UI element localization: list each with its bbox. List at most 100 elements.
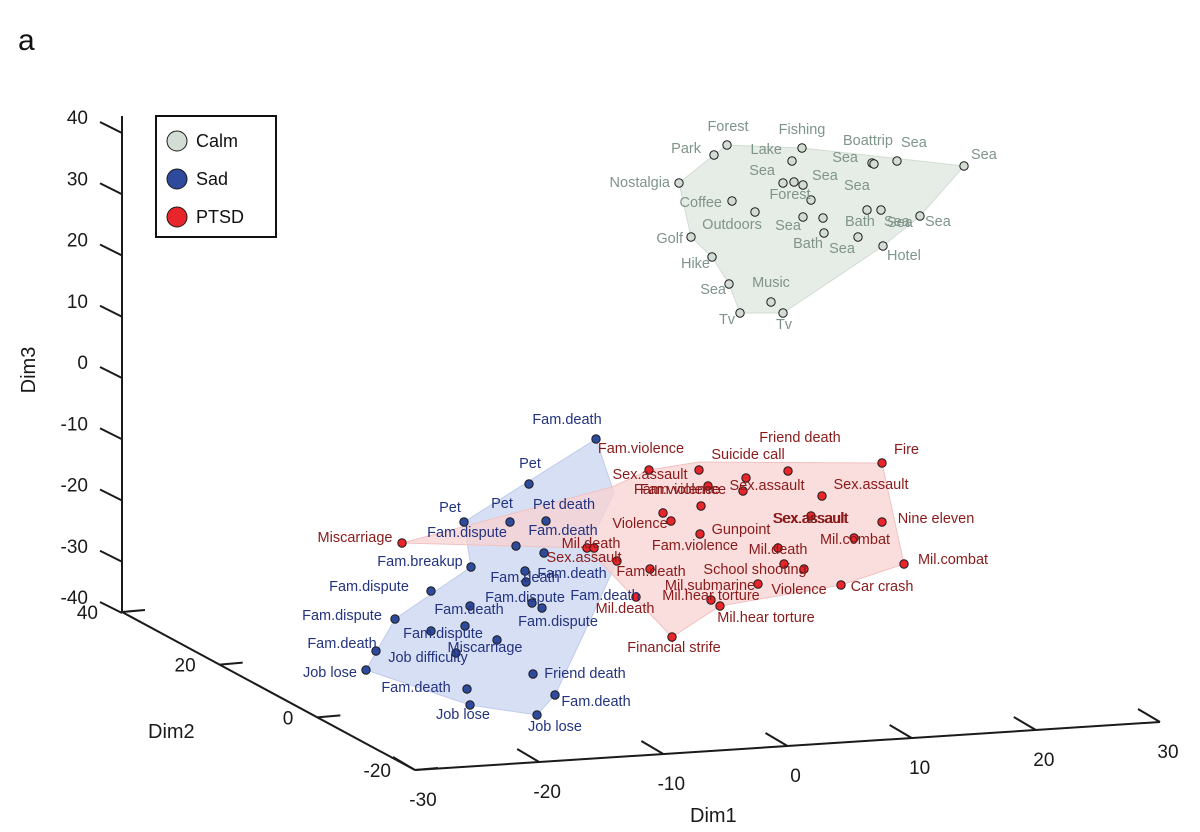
calm-point bbox=[798, 180, 808, 190]
sad-point-label: Job lose bbox=[303, 665, 357, 681]
calm-point-label: Nostalgia bbox=[610, 175, 671, 191]
panel-label: a bbox=[18, 24, 35, 57]
calm-point-label: Forest bbox=[769, 187, 810, 203]
sad-point-label: Fam.breakup bbox=[377, 554, 462, 570]
y-tick-mark bbox=[317, 714, 341, 719]
calm-point-label: Outdoors bbox=[702, 217, 762, 233]
sad-point bbox=[426, 586, 436, 596]
x-tick-mark bbox=[392, 756, 416, 771]
ptsd-point bbox=[696, 501, 706, 511]
sad-point-label: Pet bbox=[439, 500, 461, 516]
sad-point bbox=[521, 577, 531, 587]
ptsd-point-label: Fam.death bbox=[616, 564, 685, 580]
ptsd-point bbox=[753, 579, 763, 589]
calm-point bbox=[876, 205, 886, 215]
calm-point-label: Sea bbox=[884, 214, 911, 230]
ptsd-point bbox=[695, 529, 705, 539]
ptsd-point bbox=[779, 559, 789, 569]
x-ticks: -30 -20 -10 0 10 20 30 bbox=[392, 708, 1179, 811]
calm-point-label: Sea bbox=[749, 163, 776, 179]
calm-point-label: Sea bbox=[925, 214, 952, 230]
sad-point bbox=[505, 517, 515, 527]
ptsd-point bbox=[741, 473, 751, 483]
legend-marker-calm bbox=[166, 130, 188, 152]
ptsd-point bbox=[667, 632, 677, 642]
sad-point-label: Fam.dispute bbox=[302, 608, 382, 624]
x-tick-label: 30 bbox=[1157, 742, 1178, 763]
x-tick-mark bbox=[1137, 708, 1161, 723]
ptsd-point bbox=[806, 511, 816, 521]
sad-point-label: Fam.dispute bbox=[329, 579, 409, 595]
ptsd-point bbox=[631, 592, 641, 602]
ptsd-point-label: Gunpoint bbox=[712, 522, 771, 538]
calm-point bbox=[797, 143, 807, 153]
ptsd-point bbox=[589, 543, 599, 553]
sad-point bbox=[465, 601, 475, 611]
y-tick-mark bbox=[414, 767, 439, 771]
ptsd-point-label: School shooting bbox=[703, 562, 806, 578]
sad-point bbox=[460, 621, 470, 631]
calm-point bbox=[674, 178, 684, 188]
sad-point bbox=[462, 684, 472, 694]
ptsd-point-label: Fam.violence bbox=[652, 538, 738, 554]
ptsd-point-label: Car crash bbox=[851, 579, 914, 595]
calm-point-label: Park bbox=[671, 141, 702, 157]
ptsd-point-label: Fam.violence bbox=[634, 482, 720, 498]
sad-point bbox=[532, 710, 542, 720]
calm-point-label: Bath bbox=[793, 236, 823, 252]
legend: Calm Sad PTSD bbox=[155, 115, 277, 238]
calm-point bbox=[818, 213, 828, 223]
ptsd-point-label: Mil.hear torture bbox=[662, 588, 760, 604]
calm-point bbox=[766, 297, 776, 307]
calm-point-label: Sea bbox=[700, 282, 727, 298]
sad-point-label: Fam.death bbox=[570, 588, 639, 604]
ptsd-point bbox=[877, 517, 887, 527]
ptsd-point-label: Suicide call bbox=[711, 447, 784, 463]
sad-point bbox=[361, 665, 371, 675]
x-tick-label: 20 bbox=[1033, 750, 1054, 771]
legend-label-ptsd: PTSD bbox=[196, 207, 244, 227]
calm-point-label: Sea bbox=[812, 168, 839, 184]
calm-point-label: Sea bbox=[829, 241, 856, 257]
sad-point-label: Fam.death bbox=[307, 636, 376, 652]
calm-point-label: Sea bbox=[832, 150, 859, 166]
y-tick-label: 20 bbox=[175, 656, 196, 677]
sad-point-label: Fam.dispute bbox=[427, 525, 507, 541]
sad-point-label: Fam.death bbox=[537, 566, 606, 582]
x-axis-title: Dim1 bbox=[690, 805, 737, 827]
z-tick-mark bbox=[99, 601, 123, 614]
ptsd-point-label: Fire bbox=[894, 442, 919, 458]
calm-point bbox=[915, 211, 925, 221]
calm-point-label: Hike bbox=[681, 256, 710, 272]
z-tick-label: 0 bbox=[77, 353, 88, 374]
y-tick-mark bbox=[121, 609, 146, 613]
ptsd-point bbox=[658, 508, 668, 518]
ptsd-point bbox=[703, 481, 713, 491]
z-tick-mark bbox=[99, 243, 123, 257]
sad-point bbox=[390, 614, 400, 624]
calm-point-label: Golf bbox=[656, 231, 684, 247]
calm-point-label: Sea bbox=[844, 178, 871, 194]
calm-point bbox=[789, 177, 799, 187]
sad-point-label: Pet bbox=[519, 456, 541, 472]
calm-point bbox=[959, 161, 969, 171]
z-tick-mark bbox=[99, 488, 123, 502]
ptsd-point bbox=[612, 556, 622, 566]
ptsd-point-label: Mil.combat bbox=[820, 532, 890, 548]
sad-point bbox=[528, 669, 538, 679]
sad-point bbox=[459, 517, 469, 527]
ptsd-point-label: Nine eleven bbox=[898, 511, 975, 527]
calm-point bbox=[722, 140, 732, 150]
z-tick-mark bbox=[99, 549, 123, 563]
sad-point bbox=[520, 566, 530, 576]
z-ticks: 40 30 20 10 0 -10 -20 -30 -40 bbox=[61, 108, 123, 614]
sad-point-label: Job lose bbox=[436, 707, 490, 723]
y-tick-label: 40 bbox=[77, 603, 98, 624]
data-points bbox=[361, 140, 969, 720]
z-tick-label: 20 bbox=[67, 231, 88, 252]
legend-label-sad: Sad bbox=[196, 169, 228, 189]
x-tick-mark bbox=[516, 748, 540, 763]
calm-point bbox=[750, 207, 760, 217]
calm-point-label: Fishing bbox=[779, 122, 826, 138]
sad-point-label: Pet bbox=[491, 496, 513, 512]
